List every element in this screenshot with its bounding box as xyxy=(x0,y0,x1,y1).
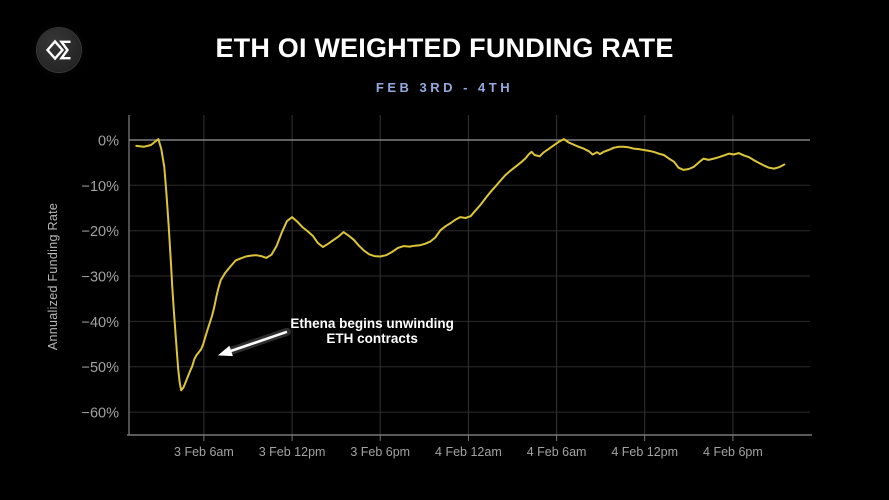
x-tick-label: 3 Feb 6pm xyxy=(350,445,410,459)
y-tick-label: −60% xyxy=(82,406,120,422)
y-tick-label: −30% xyxy=(82,270,120,286)
y-tick-label: −20% xyxy=(82,224,120,240)
arrow-shaft xyxy=(228,330,288,353)
y-tick-label: −40% xyxy=(82,315,120,331)
x-tick-label: 4 Feb 6am xyxy=(527,445,587,459)
x-tick-label: 4 Feb 12pm xyxy=(611,445,678,459)
y-tick-label: 0% xyxy=(98,134,119,150)
annotation-text-line: Ethena begins unwinding xyxy=(290,316,454,331)
chart-title: ETH OI WEIGHTED FUNDING RATE xyxy=(215,33,674,63)
x-tick-label: 3 Feb 12pm xyxy=(259,445,326,459)
arrow-head xyxy=(217,345,233,357)
logo-badge xyxy=(37,28,81,72)
chart-subtitle: FEB 3RD - 4TH xyxy=(375,80,514,95)
annotation-text-line: ETH contracts xyxy=(326,331,418,346)
y-axis-title: Annualized Funding Rate xyxy=(46,203,60,350)
y-tick-label: −50% xyxy=(82,360,120,376)
annotation-arrow xyxy=(217,327,291,357)
sigma-diamond-logo-icon xyxy=(45,39,71,61)
y-tick-label: −10% xyxy=(82,179,120,195)
funding-rate-line xyxy=(135,138,786,392)
x-tick-label: 3 Feb 6am xyxy=(174,445,234,459)
x-tick-label: 4 Feb 6pm xyxy=(703,445,763,459)
x-tick-label: 4 Feb 12am xyxy=(435,445,502,459)
